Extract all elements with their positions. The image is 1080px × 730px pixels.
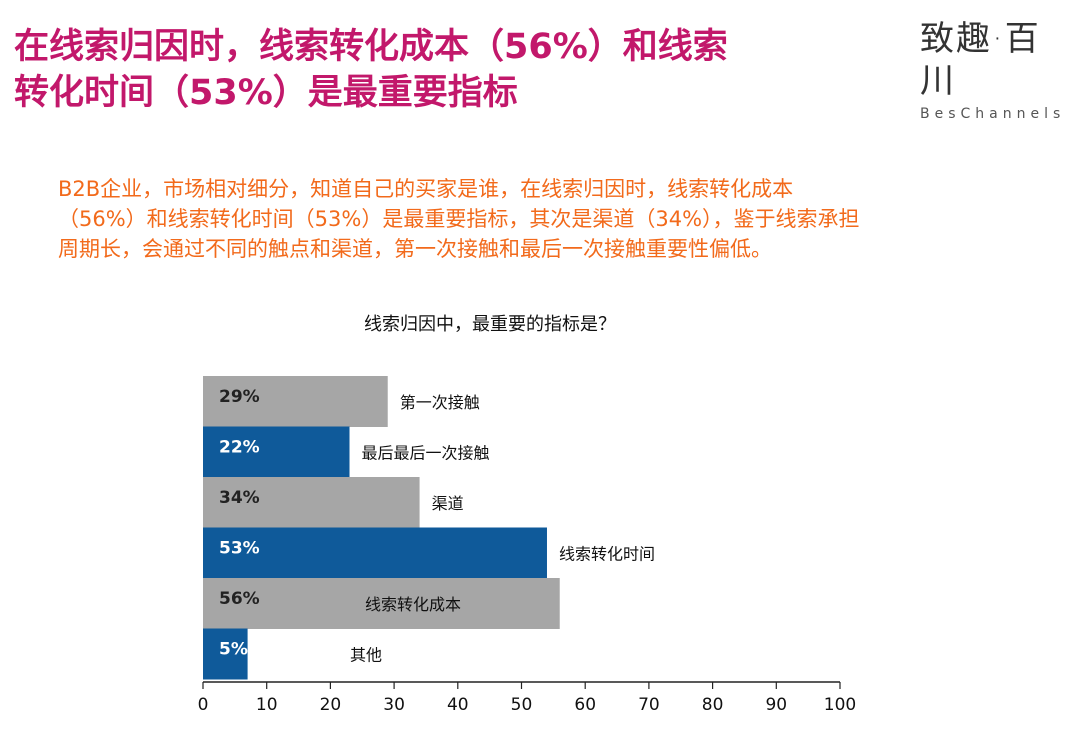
chart-title: 线索归因中，最重要的指标是？ — [364, 314, 616, 335]
bar-category-label-6: 其他 — [350, 646, 382, 665]
brand-logo: 致趣·百川 BesChannels — [920, 18, 1075, 122]
page-title: 在线索归因时，线索转化成本（56%）和线索 转化时间（53%）是最重要指标 — [14, 24, 874, 116]
brand-subtitle: BesChannels — [920, 106, 1066, 122]
bar-category-label-5: 线索转化成本 — [365, 595, 461, 614]
summary-line-3: 周期长，会通过不同的触点和渠道，第一次接触和最后一次接触重要性偏低。 — [58, 237, 772, 261]
x-tick-label-60: 60 — [574, 695, 596, 715]
bar-4 — [203, 527, 547, 579]
bar-value-label-3: 34% — [219, 488, 260, 508]
x-tick-label-50: 50 — [511, 695, 533, 715]
bar-category-label-2: 最后最后一次接触 — [362, 444, 490, 463]
x-tick-label-0: 0 — [198, 695, 209, 715]
summary-line-2: （56%）和线索转化时间（53%）是最重要指标，其次是渠道（34%），鉴于线索承… — [58, 207, 860, 231]
summary-text: B2B企业，市场相对细分，知道自己的买家是谁，在线索归因时，线索转化成本 （56… — [58, 174, 1058, 264]
page-title-line-2: 转化时间（53%）是最重要指标 — [14, 73, 518, 113]
bar-category-label-4: 线索转化时间 — [559, 545, 655, 564]
bar-value-label-4: 53% — [219, 539, 260, 559]
bar-6 — [203, 628, 248, 680]
summary-line-1: B2B企业，市场相对细分，知道自己的买家是谁，在线索归因时，线索转化成本 — [58, 177, 794, 201]
x-tick-label-40: 40 — [447, 695, 469, 715]
brand-mark: 致趣·百川 — [920, 19, 1041, 101]
x-tick-label-80: 80 — [702, 695, 724, 715]
bar-5 — [203, 578, 560, 629]
bar-category-label-3: 渠道 — [432, 494, 464, 513]
x-tick-label-20: 20 — [320, 695, 342, 715]
x-tick-label-100: 100 — [824, 695, 856, 715]
bar-value-label-6: 5% — [219, 640, 248, 660]
x-tick-label-70: 70 — [638, 695, 660, 715]
x-tick-label-90: 90 — [765, 695, 787, 715]
page-title-line-1: 在线索归因时，线索转化成本（56%）和线索 — [14, 27, 728, 67]
x-tick-label-30: 30 — [383, 695, 405, 715]
bar-2 — [203, 426, 350, 478]
bar-value-label-1: 29% — [219, 387, 260, 407]
bar-category-label-1: 第一次接触 — [400, 393, 480, 412]
x-tick-label-10: 10 — [256, 695, 278, 715]
bar-value-label-5: 56% — [219, 589, 260, 609]
bar-3 — [203, 477, 420, 528]
bar-value-label-2: 22% — [219, 438, 260, 458]
bar-1 — [203, 376, 388, 427]
